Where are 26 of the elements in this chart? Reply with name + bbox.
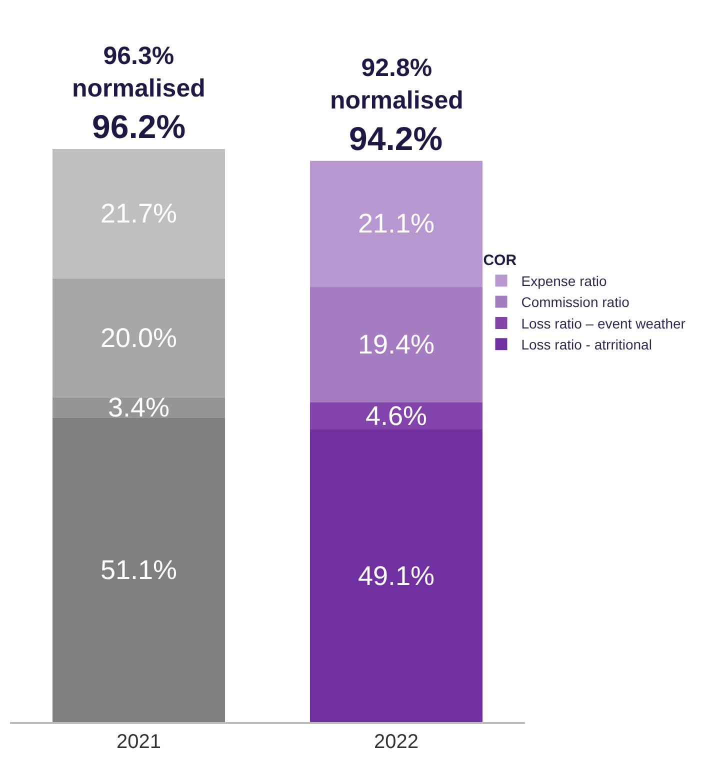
bar [310, 286, 483, 402]
x-tick-label: 2022 [374, 731, 418, 753]
total-label: 94.2% [349, 120, 443, 157]
data-label: 49.1% [358, 560, 435, 591]
bar [52, 148, 226, 278]
data-label: 21.1% [358, 208, 435, 239]
legend-label: Loss ratio - atrritional [521, 336, 652, 353]
data-label: 4.6% [365, 400, 428, 431]
legend-label: Expense ratio [521, 273, 608, 290]
data-label: 51.1% [100, 554, 178, 585]
annotation: 92.8% normalised [330, 54, 464, 114]
bar [310, 402, 483, 430]
data-label: 20.0% [100, 322, 178, 353]
bar [310, 430, 483, 722]
bar [52, 278, 226, 398]
annotation: 96.3% normalised [72, 42, 206, 102]
bar [310, 160, 483, 287]
bar [52, 418, 226, 722]
legend-label: Loss ratio – event weather [521, 315, 686, 332]
legend-label: Commission ratio [521, 294, 630, 310]
legend-title: COR [483, 252, 517, 269]
data-label: 3.4% [108, 392, 170, 422]
data-label: 19.4% [358, 329, 435, 360]
data-label: 21.7% [100, 198, 178, 229]
x-tick-label: 2021 [116, 731, 161, 753]
total-label: 96.2% [92, 108, 186, 145]
